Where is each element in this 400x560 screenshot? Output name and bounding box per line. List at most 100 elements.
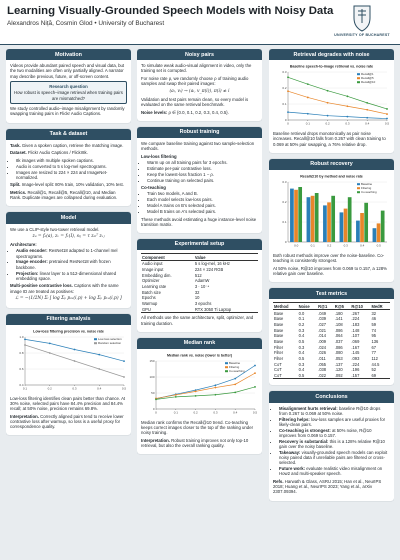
table-header-row: Method Noise R@1 R@5 R@10 MedR (273, 302, 390, 311)
y-tick-label: 100 (149, 375, 154, 379)
lead-text: Projection: (16, 270, 39, 276)
column: Noisy pairs To simulate weak audio-visual… (137, 49, 262, 557)
table-header-cell: Noise (297, 302, 318, 311)
paragraph: To simulate weak audio-visual alignment … (141, 63, 252, 74)
table-cell: 44.5 (371, 361, 380, 367)
section-heading: Noisy pairs (137, 49, 262, 61)
table-row: Base 0.4 .014 .064 .107 95 (273, 333, 390, 339)
table-cell: 0.1 (298, 316, 305, 322)
table-cell: .145 (351, 350, 360, 356)
section-body: To simulate weak audio-visual alignment … (137, 60, 262, 121)
table-cell: 10 (194, 295, 200, 301)
point (194, 389, 197, 392)
body-text: Image-level split: 80% train, 10% valida… (21, 182, 124, 188)
x-tick-label: 0.4 (97, 386, 102, 390)
paragraph: We compare baseline training against two… (141, 140, 255, 152)
point (73, 348, 76, 351)
table-cell: 77 (371, 350, 376, 356)
chart: Low-loss filtering precision vs. noise r… (10, 327, 127, 394)
table-row: Optimizer AdamW (141, 278, 258, 284)
paragraph: Metrics. Recall@1, Recall@5, Recall@10, … (10, 190, 127, 200)
point (48, 342, 51, 345)
table-cell: CoT (273, 372, 298, 380)
x-tick-label: 0.5 (122, 386, 127, 390)
legend-label: Co-teaching (361, 190, 377, 194)
section: Median rank Median rank vs. noise (lower … (137, 337, 262, 455)
body-text: Captions with the same image ID are trea… (10, 283, 119, 294)
bar (294, 189, 298, 242)
bullet-item: Co-teaching is strongest: at 50% noise, … (279, 428, 390, 438)
section-body: Recall@10 by method and noise rate 0 0.1 0.… (269, 170, 394, 282)
series-line (287, 111, 388, 120)
callout-text: How robust is speech–image retrieval whe… (14, 90, 123, 101)
table-cell: 112 (371, 356, 378, 362)
body-text: Given a spoken caption, retrieve the mat… (21, 142, 124, 148)
table-cell: CoT (274, 361, 282, 367)
authors: Alexandros Niță, Cosmin Glod • Universit… (7, 20, 165, 27)
legend-swatch (357, 191, 360, 194)
y-tick-label: 0.3 (282, 180, 287, 184)
section-body: Low-loss filtering precision vs. noise r… (6, 325, 131, 436)
table-cell: Optimizer (142, 278, 160, 284)
table-row: Image input 224 × 224 RGB (141, 267, 258, 273)
section-heading: Motivation (6, 49, 131, 61)
section-heading: Robust training (137, 126, 262, 138)
chart-title: Median rank vs. noise (lower is better) (167, 354, 233, 358)
y-tick-label: 0.1 (282, 220, 287, 224)
table-cell: .167 (351, 344, 360, 350)
bullet-item: Filtering helps: low-loss samples are us… (279, 417, 390, 427)
point (366, 117, 369, 119)
point (386, 108, 388, 111)
point (194, 394, 197, 397)
point (214, 393, 217, 396)
chart-title: Recall@10 by method and noise rate (300, 174, 363, 178)
point (254, 364, 256, 367)
table-cell: RTX 3050 Ti Laptop (193, 306, 258, 314)
section-heading: Test metrics (269, 288, 394, 300)
point (155, 398, 157, 401)
section: Model We use a CLIP-style two-tower retri… (6, 212, 131, 308)
paragraph: We use a CLIP-style two-tower retrieval … (10, 226, 100, 232)
point (174, 394, 177, 396)
table-row: Base 0.3 .021 .086 .148 74 (273, 327, 390, 333)
table-cell: Audio input (142, 261, 163, 267)
bullet-item: Future work: evaluate realistic video mi… (279, 466, 390, 476)
paragraph: For noise rate ρ, we randomly choose ρ o… (141, 76, 249, 87)
body-text: Robust training improves not only top-10… (141, 438, 249, 449)
table-cell: GPU (141, 306, 194, 314)
section: Robust training We compare baseline train… (137, 126, 262, 233)
x-tick-label: 0.5 (253, 410, 258, 414)
lead-text: Noise levels: (141, 109, 168, 115)
section: Retrieval degrades with noise Baseline sp… (269, 49, 394, 153)
table-row: Base 0.2 .027 .108 .183 59 (273, 322, 390, 328)
legend-label: Baseline (361, 182, 372, 186)
paragraph: Dataset. Flickr Audio Captions / Flickr8… (10, 150, 127, 155)
x-tick-label: 0.4 (365, 121, 370, 125)
point (48, 351, 51, 354)
point (366, 102, 369, 104)
table-cell: .049 (318, 310, 327, 316)
table-header-cell: R@10 (350, 302, 371, 311)
table-cell: 0.3 (298, 361, 305, 367)
bullet-item: Train two models, A and B. (147, 191, 258, 196)
lead-text: Future work: (279, 466, 306, 472)
section: Task & dataset Task. Given a spoken capti… (6, 128, 131, 207)
x-tick-label: 0.4 (233, 410, 238, 414)
table-cell: .038 (318, 367, 327, 373)
y-tick-label: 0.2 (282, 86, 287, 90)
body-text: Flickr Audio Captions / Flickr8k. (27, 150, 88, 156)
table-cell: 0.5 (298, 339, 305, 345)
body-text: visually-grounded speech models can expl… (279, 449, 388, 466)
formula: zₐ = fₐ(a), zᵥ = fᵥ(I), sᵢⱼ = τ zₐᵢᵀ zᵥⱼ (32, 234, 105, 240)
section-body: Misalignment hurts retrieval: baseline R… (269, 403, 394, 501)
table-cell: 52 (371, 367, 376, 373)
point (326, 90, 329, 92)
bullet-item: Model B trains on A's selected pairs. (147, 209, 258, 214)
table-cell: 59 (371, 322, 376, 328)
x-tick-label: 0.1 (174, 410, 179, 414)
table-cell: .224 (351, 361, 360, 367)
paragraph: These methods avoid estimating a huge in… (141, 216, 257, 227)
table-row: Embedding dim. 512 (141, 272, 258, 278)
logo-text: UNIVERSITY OF BUCHAREST (334, 33, 390, 37)
